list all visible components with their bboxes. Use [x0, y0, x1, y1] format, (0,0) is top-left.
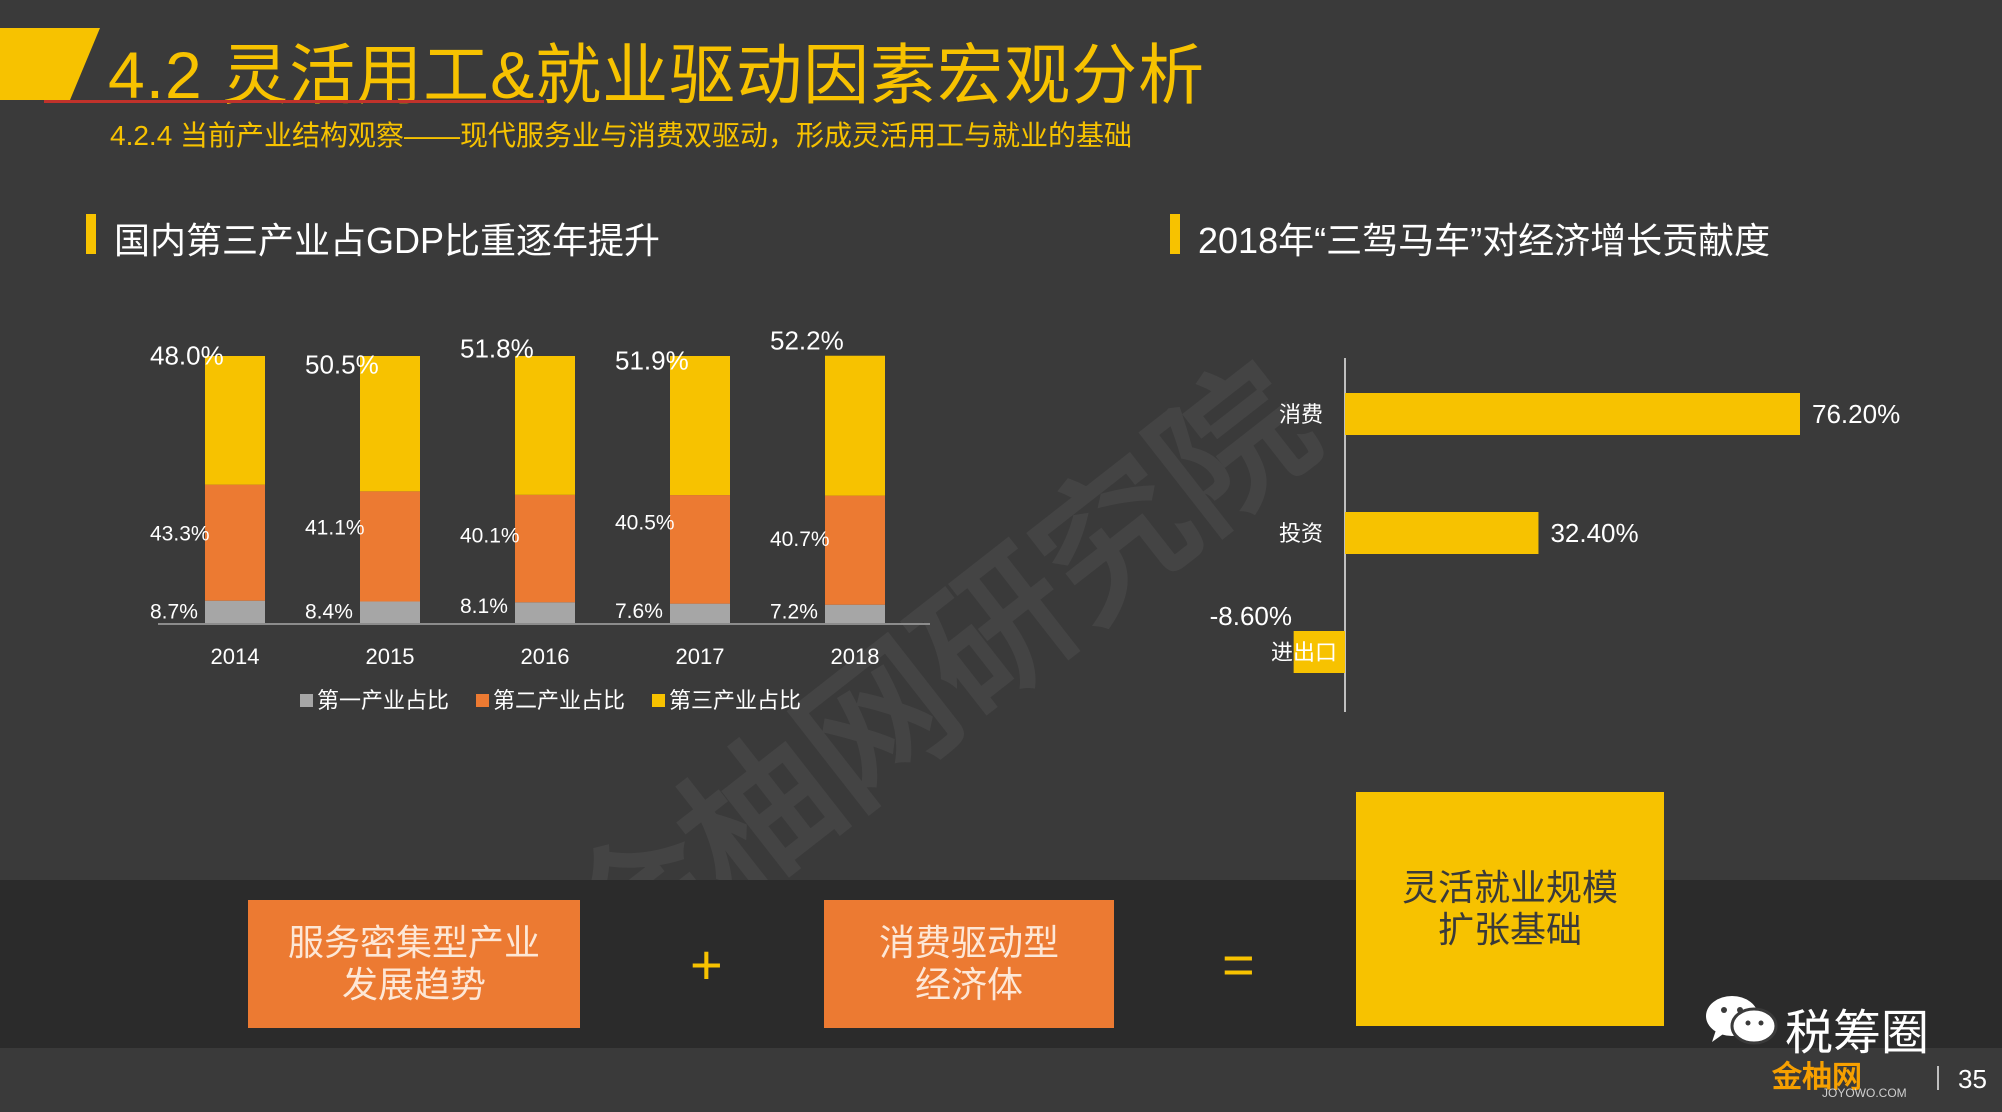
- bar-segment-1-2014: [205, 600, 265, 624]
- consumption-economy-line2: 经济体: [914, 964, 1023, 1005]
- bar-segment-2-2016: [515, 494, 575, 603]
- flexible-employment-line2: 扩张基础: [1437, 909, 1582, 950]
- x-tick-2014: 2014: [211, 644, 260, 669]
- data-label-3-2014: 48.0%: [150, 340, 224, 370]
- data-label-1-2017: 7.6%: [615, 600, 663, 623]
- title-accent-shape: [0, 28, 100, 100]
- bar-segment-1-2018: [825, 604, 885, 624]
- data-label-3-2016: 51.8%: [460, 333, 534, 363]
- data-label-1-2018: 7.2%: [770, 600, 818, 623]
- legend-swatch-2: [476, 694, 489, 707]
- page-separator: [1937, 1066, 1939, 1090]
- data-label-2-2015: 41.1%: [305, 516, 365, 539]
- legend-label-3: 第三产业占比: [669, 688, 801, 713]
- left-section-title: 国内第三产业占GDP比重逐年提升: [114, 220, 661, 261]
- right-section-title: 2018年“三驾马车”对经济增长贡献度: [1198, 220, 1771, 261]
- bar-segment-3-2016: [515, 356, 575, 495]
- plus-sign: +: [690, 933, 723, 996]
- bar-segment-1-2015: [360, 601, 420, 624]
- y-tick-3: 进出口: [1271, 640, 1337, 665]
- data-label-3-2018: 52.2%: [770, 326, 844, 356]
- left-section-marker: [86, 214, 96, 254]
- page-number: 35: [1958, 1064, 1987, 1094]
- wechat-account-name: 税筹圈: [1785, 1007, 1930, 1060]
- equals-sign: =: [1222, 933, 1255, 996]
- data-label-2-2014: 43.3%: [150, 523, 210, 546]
- page-subtitle: 4.2.4 当前产业结构观察——现代服务业与消费双驱动，形成灵活用工与就业的基础: [110, 120, 1133, 151]
- bar-segment-3-2018: [825, 355, 885, 496]
- legend-label-1: 第一产业占比: [317, 688, 449, 713]
- hbar-1: [1345, 393, 1800, 435]
- bar-segment-3-2015: [360, 356, 420, 492]
- bar-segment-2-2018: [825, 495, 885, 605]
- data-label-2-2016: 40.1%: [460, 525, 520, 548]
- bar-segment-2-2014: [205, 484, 265, 601]
- flexible-employment-line1: 灵活就业规模: [1401, 867, 1618, 908]
- y-tick-1: 消费: [1279, 402, 1323, 427]
- bar-segment-1-2017: [670, 603, 730, 624]
- consumption-economy-line1: 消费驱动型: [878, 922, 1059, 963]
- page-title: 4.2 灵活用工&就业驱动因素宏观分析: [108, 38, 1206, 112]
- bar-segment-3-2017: [670, 356, 730, 496]
- data-label-1-2015: 8.4%: [305, 601, 353, 624]
- service-industry-box: 服务密集型产业 发展趋势: [248, 900, 580, 1028]
- legend-swatch-1: [300, 694, 313, 707]
- flexible-employment-box: 灵活就业规模 扩张基础: [1356, 792, 1664, 1026]
- x-tick-2018: 2018: [831, 644, 880, 669]
- hbar-2: [1345, 512, 1539, 554]
- data-label-3-2017: 51.9%: [615, 346, 689, 376]
- hbar-3: [1293, 631, 1345, 673]
- brand-domain: JOYOWO.COM: [1822, 1086, 1907, 1100]
- bar-segment-3-2014: [205, 356, 265, 485]
- hbar-value-2: 32.40%: [1550, 518, 1638, 548]
- service-industry-line1: 服务密集型产业: [287, 922, 540, 963]
- x-tick-2016: 2016: [521, 644, 570, 669]
- hbar-value-3: -8.60%: [1210, 601, 1292, 631]
- x-tick-2017: 2017: [676, 644, 725, 669]
- bar-segment-2-2017: [670, 495, 730, 604]
- title-underline: [44, 100, 544, 103]
- brand-logo: 金柚网: [1772, 1061, 1862, 1094]
- service-industry-line2: 发展趋势: [341, 964, 486, 1005]
- data-label-2-2018: 40.7%: [770, 528, 830, 551]
- data-label-1-2014: 8.7%: [150, 600, 198, 623]
- bar-segment-1-2016: [515, 602, 575, 624]
- legend-label-2: 第二产业占比: [493, 688, 625, 713]
- data-label-3-2015: 50.5%: [305, 350, 379, 380]
- hbar-value-1: 76.20%: [1812, 399, 1900, 429]
- data-label-1-2016: 8.1%: [460, 595, 508, 618]
- y-tick-2: 投资: [1279, 521, 1323, 546]
- legend-swatch-3: [652, 694, 665, 707]
- consumption-economy-box: 消费驱动型 经济体: [824, 900, 1114, 1028]
- bar-segment-2-2015: [360, 491, 420, 602]
- wechat-icon: [1706, 996, 1778, 1045]
- x-tick-2015: 2015: [366, 644, 415, 669]
- right-section-marker: [1170, 214, 1180, 254]
- data-label-2-2017: 40.5%: [615, 511, 675, 534]
